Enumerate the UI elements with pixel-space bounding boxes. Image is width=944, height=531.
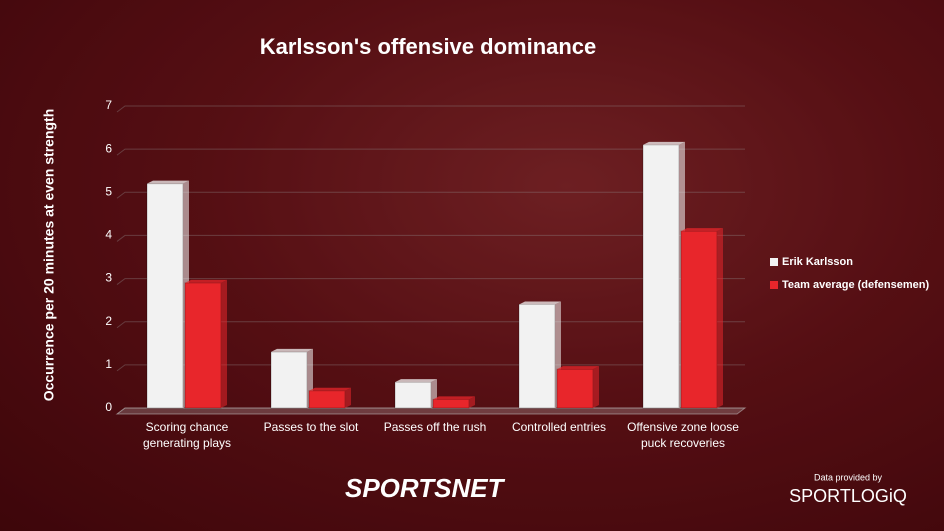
x-tick-label: Passes off the rush (383, 420, 487, 434)
y-tick-label: 7 (105, 98, 112, 112)
bar-top (271, 348, 313, 352)
floor (115, 407, 747, 415)
legend-swatch (770, 258, 778, 266)
y-tick-label: 4 (105, 228, 112, 242)
y-tick-label: 2 (105, 314, 112, 328)
x-tick-label: Controlled entries (511, 420, 607, 434)
grid-line (116, 234, 745, 242)
legend-swatch (770, 281, 778, 289)
grid-line (116, 148, 745, 156)
legend-label: Erik Karlsson (782, 256, 853, 268)
credit: Data provided by (814, 472, 883, 482)
bar-side (593, 366, 599, 408)
y-tick-label: 3 (105, 271, 112, 285)
bar (432, 398, 470, 409)
grid-line (116, 191, 745, 199)
x-tick-label: Offensive zone loose puck recoveries (627, 420, 739, 450)
bar (184, 282, 222, 409)
bar (518, 303, 556, 409)
bar (642, 144, 680, 409)
x-tick-label: Passes to the slot (263, 420, 359, 434)
bar-side (345, 387, 351, 408)
bar-top (681, 228, 723, 232)
y-axis-label: Occurrence per 20 minutes at even streng… (41, 109, 57, 402)
y-tick-label: 1 (105, 357, 112, 371)
chart-title: Karlsson's offensive dominance (260, 34, 597, 59)
bar-top (395, 379, 437, 383)
bar-top (519, 301, 561, 305)
bar-top (147, 180, 189, 184)
bar-side (469, 396, 475, 408)
legend-label: Team average (defensemen) (782, 279, 929, 291)
provider: SPORTLOGiQ (789, 486, 907, 506)
grid-line (116, 278, 745, 285)
bar (146, 183, 184, 409)
bar (308, 390, 346, 409)
bar (680, 230, 718, 409)
grid-line (116, 105, 745, 113)
bar (556, 368, 594, 409)
bar (270, 351, 308, 409)
bar-side (717, 228, 723, 408)
bar-top (309, 387, 351, 391)
y-tick-label: 5 (105, 184, 112, 198)
x-tick-label: Scoring chance generating plays (142, 420, 232, 450)
y-tick-label: 0 (105, 400, 112, 414)
bar-top (185, 279, 227, 283)
bar-top (643, 141, 685, 145)
bar-side (221, 279, 227, 408)
bar-top (433, 396, 475, 400)
logo: SPORTSNET (345, 473, 506, 503)
bar (394, 381, 432, 409)
bar-top (557, 366, 599, 370)
y-tick-label: 6 (105, 141, 112, 155)
